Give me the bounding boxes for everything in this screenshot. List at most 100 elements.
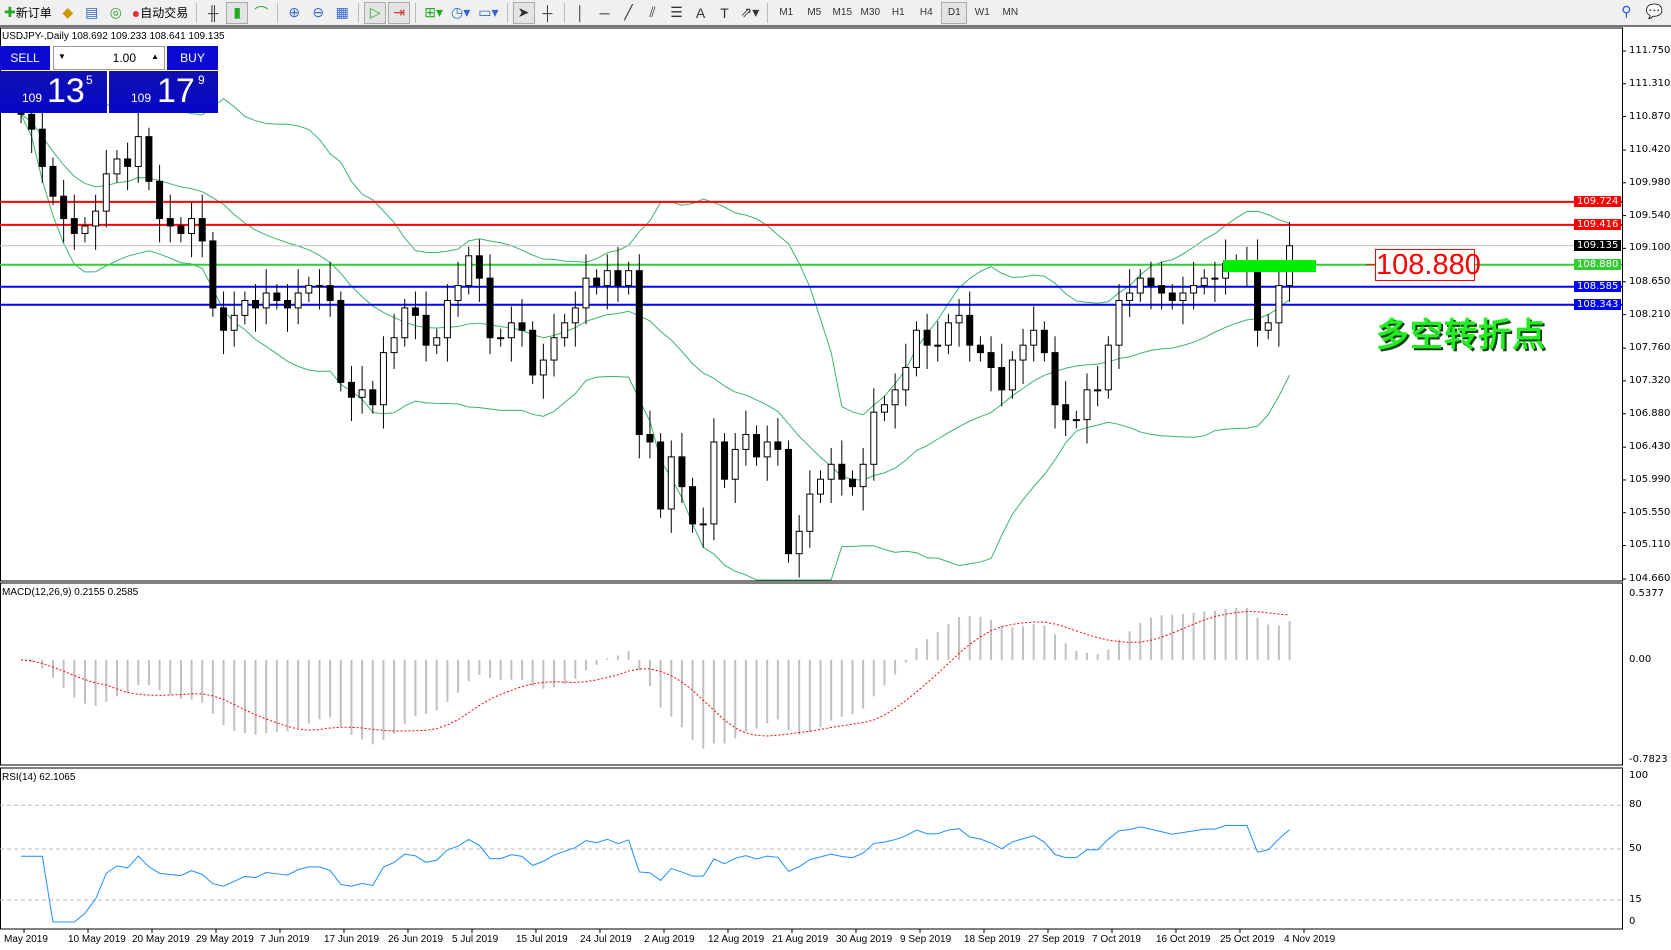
candle — [944, 322, 952, 346]
candle — [252, 299, 260, 309]
candle — [1264, 322, 1272, 331]
timeframe-d1[interactable]: D1 — [941, 1, 968, 24]
market-watch-button[interactable]: ◆ — [57, 2, 79, 24]
candle — [507, 322, 515, 339]
date-label: 27 Sep 2019 — [1028, 934, 1085, 945]
price-tick-label: 105.550 — [1629, 506, 1671, 518]
candle — [443, 299, 451, 339]
candle — [369, 389, 377, 406]
buy-button[interactable]: BUY — [167, 46, 218, 70]
candle — [582, 277, 590, 309]
equidistant-channel-button[interactable]: ⫽ — [642, 2, 664, 24]
price-annotation-label[interactable]: 108.880 — [1375, 249, 1481, 281]
text-label-button[interactable]: T — [714, 2, 736, 24]
candlestick-button[interactable]: ▮ — [226, 1, 249, 24]
arrows-button[interactable]: ⇗▾ — [738, 2, 763, 24]
date-label: 24 Jul 2019 — [580, 934, 632, 945]
templates-button[interactable]: ▭▾ — [475, 2, 501, 24]
candle — [763, 441, 771, 458]
price-tick-label: 108.650 — [1629, 275, 1671, 287]
vertical-line-button[interactable]: │ — [570, 2, 592, 24]
line-chart-button[interactable]: ⌒ — [250, 2, 272, 24]
candle — [550, 337, 558, 361]
crosshair-icon: ┼ — [542, 4, 553, 21]
navigator-button[interactable]: ▤ — [81, 2, 103, 24]
price-tick-label: 105.990 — [1629, 473, 1671, 485]
timeframe-m30[interactable]: M30 — [860, 7, 880, 18]
candle — [145, 136, 153, 182]
chart-shift-icon: ⇥ — [393, 4, 406, 20]
symbol-info: USDJPY-,Daily 108.692 109.233 108.641 10… — [2, 31, 225, 42]
lot-size-input[interactable]: 1.00 — [112, 51, 136, 65]
timeframe-h4[interactable]: H4 — [919, 7, 933, 18]
date-label: 12 Aug 2019 — [708, 934, 765, 945]
cursor-button[interactable]: ➤ — [512, 1, 535, 24]
buy-price[interactable]: 109 17 9 — [109, 71, 218, 113]
periods-button[interactable]: ◷▾ — [448, 2, 473, 24]
timeframe-m1[interactable]: M1 — [779, 7, 794, 18]
one-click-trading-panel: SELL ▼ 1.00 ▲ BUY 109 13 5 109 17 9 — [0, 46, 220, 113]
price-tick-label: 110.870 — [1629, 110, 1671, 122]
candle — [60, 195, 68, 220]
text-button[interactable]: A — [690, 2, 712, 24]
zoom-in-button[interactable]: ⊕ — [283, 2, 305, 24]
candle — [401, 307, 409, 339]
candle — [1104, 344, 1112, 391]
zoom-out-button[interactable]: ⊖ — [307, 2, 329, 24]
timeframe-m5[interactable]: M5 — [807, 7, 822, 18]
candle — [955, 314, 963, 324]
candle — [742, 434, 750, 450]
candle — [113, 158, 121, 175]
timeframe-w1[interactable]: W1 — [974, 7, 990, 18]
candle — [667, 456, 675, 510]
auto-scroll-button[interactable]: ▷ — [364, 1, 387, 24]
candle — [433, 337, 441, 346]
crosshair-button[interactable]: ┼ — [537, 2, 559, 24]
candle — [976, 344, 984, 354]
search-icon[interactable]: ⚲ — [1621, 3, 1632, 19]
timeframe-m15[interactable]: M15 — [832, 7, 852, 18]
vertical-line-icon: │ — [576, 4, 585, 21]
decrease-icon[interactable]: ▼ — [58, 52, 66, 61]
candle — [721, 441, 729, 480]
tile-windows-button[interactable]: ▦ — [331, 2, 353, 24]
text-icon: A — [695, 4, 706, 21]
date-label: May 2019 — [4, 934, 48, 945]
candle — [571, 307, 579, 324]
candle — [699, 523, 707, 526]
candle — [923, 329, 931, 346]
increase-icon[interactable]: ▲ — [151, 52, 159, 61]
sell-price[interactable]: 109 13 5 — [0, 71, 107, 113]
candle — [1254, 262, 1262, 331]
right-icons: ⚲ 💬 — [1621, 3, 1663, 20]
bar-chart-button[interactable]: ╫ — [202, 2, 224, 24]
sell-button[interactable]: SELL — [0, 46, 50, 70]
signals-button[interactable]: ◎ — [105, 2, 127, 24]
turning-point-annotation[interactable]: 多空转折点 — [1376, 315, 1546, 354]
chart-canvas[interactable] — [0, 27, 1671, 950]
timeframe-h1[interactable]: H1 — [891, 7, 905, 18]
candle — [284, 299, 291, 309]
price-tag-109.135: 109.135 — [1574, 239, 1621, 251]
lot-size-stepper[interactable]: ▼ 1.00 ▲ — [53, 46, 165, 70]
horizontal-line-button[interactable]: ─ — [594, 2, 616, 24]
price-tag-108.880: 108.880 — [1574, 258, 1621, 270]
chart-shift-button[interactable]: ⇥ — [388, 1, 411, 24]
date-label: 7 Oct 2019 — [1092, 934, 1141, 945]
chat-icon[interactable]: 💬 — [1645, 3, 1663, 19]
candle — [1275, 285, 1283, 324]
auto-trading-button[interactable]: ● 自动交易 — [131, 4, 189, 21]
price-tag-109.416: 109.416 — [1574, 218, 1621, 230]
candle — [70, 218, 78, 234]
candle — [198, 218, 206, 242]
fibonacci-button[interactable]: ☰ — [666, 2, 688, 24]
horizontal-line-icon: ─ — [599, 4, 610, 21]
candle — [1179, 292, 1187, 301]
rsi-tick-label: 100 — [1629, 770, 1649, 781]
indicators-button[interactable]: ⊞▾ — [421, 2, 446, 24]
candle — [614, 270, 622, 287]
text-label-icon: T — [720, 4, 729, 21]
trendline-button[interactable]: ╱ — [618, 2, 640, 24]
timeframe-mn[interactable]: MN — [1002, 7, 1019, 18]
new-order-button[interactable]: ✚ 新订单 — [4, 4, 52, 20]
